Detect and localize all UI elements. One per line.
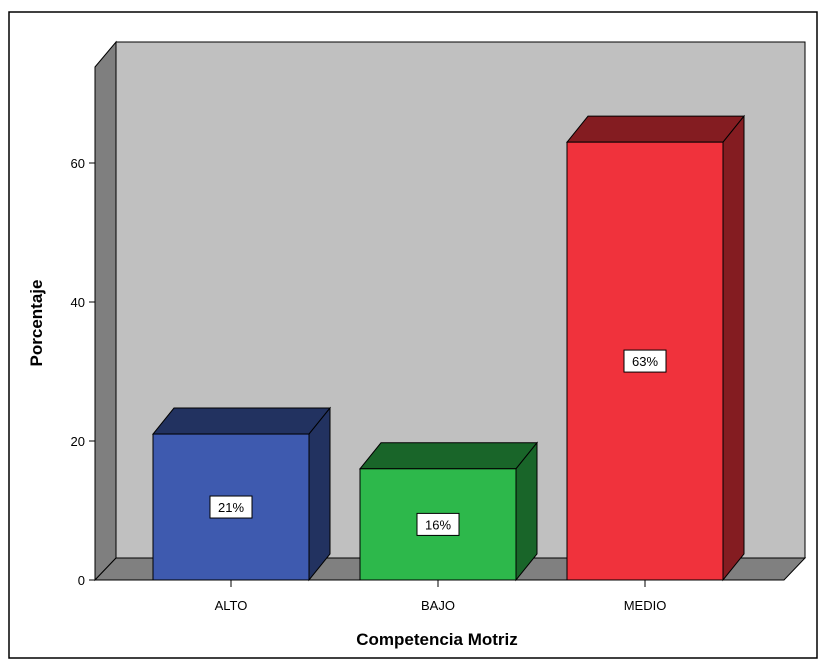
plot-side-wall	[94, 40, 117, 582]
x-tick-label: MEDIO	[624, 598, 667, 613]
data-label: 63%	[632, 354, 658, 369]
data-label-box	[416, 512, 460, 536]
data-label: 21%	[218, 500, 244, 515]
x-tick-label: ALTO	[215, 598, 248, 613]
bar-side-alto	[308, 406, 331, 582]
y-tick-label: 0	[78, 573, 85, 588]
bar-top-medio	[565, 115, 746, 143]
y-tick-label: 60	[71, 156, 85, 171]
y-axis-title: Porcentaje	[27, 280, 46, 367]
data-label-box	[209, 495, 253, 519]
x-axis-title: Competencia Motriz	[356, 630, 518, 649]
bars: 21% 16% 63%	[151, 114, 746, 582]
data-label-box	[623, 349, 667, 373]
data-label: 16%	[425, 517, 451, 532]
y-axis-ticks: 0 20 40 60	[71, 156, 95, 588]
x-axis-ticks: ALTO BAJO MEDIO	[215, 580, 667, 613]
bar-top-alto	[151, 407, 332, 435]
y-tick-label: 20	[71, 434, 85, 449]
y-tick-label: 40	[71, 295, 85, 310]
bar-top-bajo	[358, 442, 539, 470]
x-tick-label: BAJO	[421, 598, 455, 613]
bar-side-medio	[722, 114, 745, 582]
